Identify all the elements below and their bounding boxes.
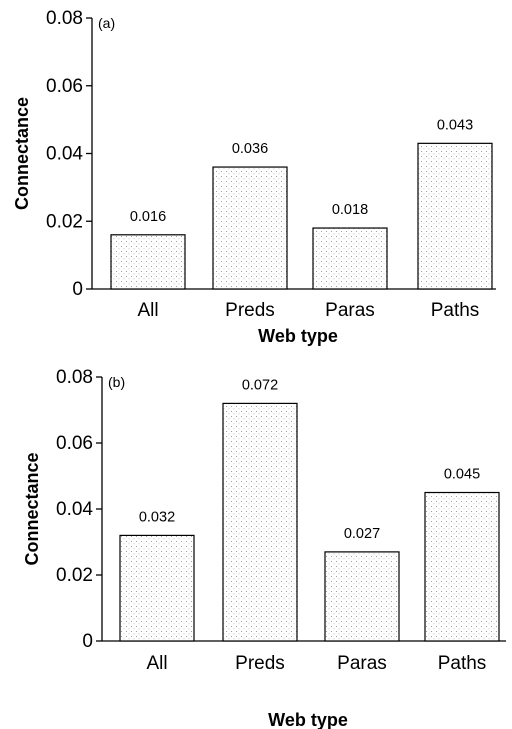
- y-tick-label: 0.08: [46, 8, 83, 29]
- panel-tag: (a): [98, 15, 115, 31]
- category-label: Preds: [235, 653, 285, 674]
- category-label: All: [146, 653, 167, 674]
- y-tick-label: 0.02: [46, 211, 83, 232]
- x-axis-title: Web type: [258, 326, 338, 346]
- category-label: Paths: [431, 300, 480, 321]
- y-axis-title: Connectance: [12, 97, 32, 210]
- bar: [424, 491, 500, 642]
- bar: [119, 534, 195, 642]
- category-label: Paras: [337, 653, 387, 674]
- panel-tag: (b): [108, 374, 125, 390]
- category-label: Paths: [438, 653, 487, 674]
- y-tick-label: 0: [72, 279, 83, 300]
- data-label: 0.027: [344, 526, 380, 542]
- bar: [417, 142, 493, 290]
- data-label: 0.045: [444, 467, 480, 483]
- chart-panel-b: 0 0.02 0.04 0.06 0.08 (b) 0.032 All 0.072 Preds 0.…: [0, 360, 512, 729]
- bar: [324, 551, 400, 642]
- data-label: 0.043: [437, 117, 473, 133]
- bar: [222, 402, 298, 642]
- bar: [312, 227, 388, 290]
- data-label: 0.016: [130, 209, 166, 225]
- bar-chart-a: 0 0.02 0.04 0.06 0.08 (a) 0.016 All 0.036 Preds 0.…: [12, 8, 496, 346]
- y-tick-label: 0.04: [46, 144, 83, 165]
- y-tick-label: 0.02: [56, 565, 93, 586]
- y-tick-label: 0.06: [56, 433, 93, 454]
- plot-area-b: 0 0.02 0.04 0.06 0.08 (b) 0.032 All 0.072 Preds 0.…: [22, 367, 506, 729]
- category-label: All: [137, 300, 158, 321]
- y-tick-label: 0.06: [46, 76, 83, 97]
- bar-chart-b: 0 0.02 0.04 0.06 0.08 (b) 0.032 All 0.072 Preds 0.…: [22, 367, 506, 729]
- category-label: Preds: [225, 300, 275, 321]
- x-axis-title: Web type: [268, 710, 348, 729]
- bar: [212, 166, 288, 290]
- data-label: 0.032: [139, 509, 175, 525]
- chart-panel-a: 0 0.02 0.04 0.06 0.08 (a) 0.016 All 0.036 Preds 0.…: [0, 0, 512, 350]
- bar: [110, 234, 186, 290]
- data-label: 0.072: [242, 377, 278, 393]
- data-label: 0.018: [332, 202, 368, 218]
- y-tick-label: 0: [82, 631, 93, 652]
- y-axis-title: Connectance: [22, 452, 42, 565]
- data-label: 0.036: [232, 141, 268, 157]
- y-tick-label: 0.04: [56, 499, 93, 520]
- y-tick-label: 0.08: [56, 367, 93, 388]
- category-label: Paras: [325, 300, 375, 321]
- plot-area-a: 0 0.02 0.04 0.06 0.08 (a) 0.016 All 0.036 Preds 0.…: [12, 8, 496, 346]
